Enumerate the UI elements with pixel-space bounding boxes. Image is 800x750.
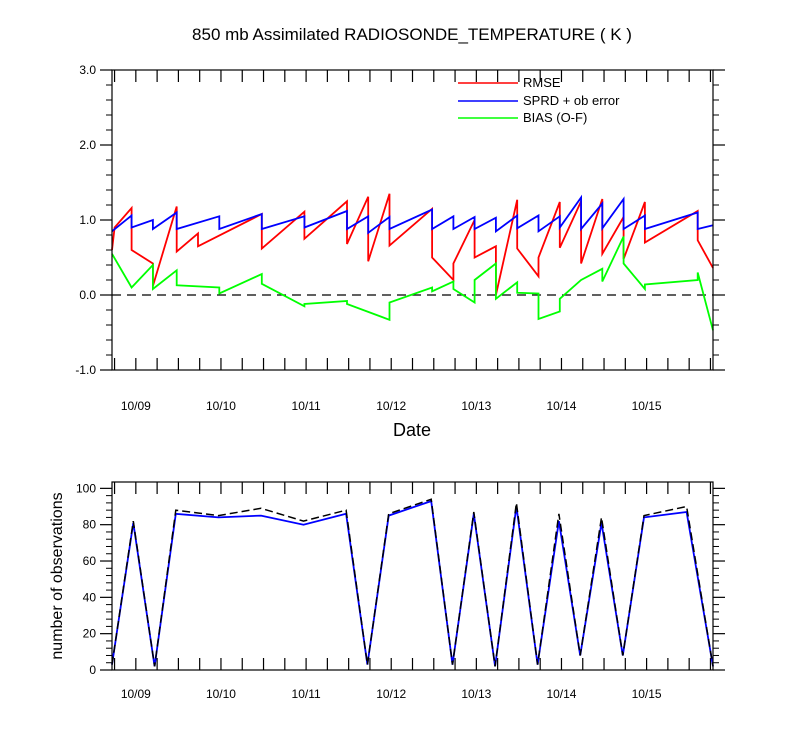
legend-label-bias: BIAS (O-F): [523, 110, 587, 125]
legend: RMSE SPRD + ob error BIAS (O-F): [458, 75, 620, 125]
top-y-tick-label: 2.0: [79, 138, 96, 152]
bottom-plot-area: 10/09 10/10 10/11 10/12 10/13 10/14 10/15 0 20 40…: [76, 481, 725, 701]
bottom-x-tick-label: 10/14: [546, 687, 576, 701]
bottom-x-tick-label: 10/12: [376, 687, 406, 701]
top-x-tick-label: 10/13: [461, 399, 491, 413]
top-x-tick-label: 10/11: [292, 399, 321, 413]
bottom-x-tick-label: 10/11: [292, 687, 321, 701]
bottom-y-tick-label: 20: [83, 627, 97, 641]
bottom-y-tick-label: 100: [76, 481, 96, 495]
bottom-y-tick-label: 40: [83, 590, 97, 604]
top-series-line-rmse: [111, 193, 714, 296]
legend-label-rmse: RMSE: [523, 75, 561, 90]
bottom-y-tick-label: 80: [83, 518, 97, 532]
bottom-series-line-possible: [111, 498, 714, 667]
top-y-tick-label: 1.0: [79, 213, 96, 227]
bottom-x-tick-label: 10/15: [632, 687, 662, 701]
top-y-tick-label: -1.0: [75, 363, 96, 377]
bottom-series-line-used: [111, 499, 714, 667]
bottom-x-tick-label: 10/10: [206, 687, 236, 701]
top-x-tick-label: 10/10: [206, 399, 236, 413]
bottom-plot-frame: [111, 481, 714, 671]
top-y-tick-label: 0.0: [79, 288, 96, 302]
top-y-tick-label: 3.0: [79, 63, 96, 77]
bottom-chart: 10/09 10/10 10/11 10/12 10/13 10/14 10/15 0 20 40…: [49, 481, 725, 701]
bottom-y-tick-label: 60: [83, 554, 97, 568]
top-plot-frame: [111, 69, 714, 371]
top-x-tick-label: 10/15: [632, 399, 662, 413]
bottom-y-tick-label: 0: [89, 663, 96, 677]
top-x-tick-label: 10/14: [546, 399, 576, 413]
bottom-x-tick-label: 10/09: [121, 687, 151, 701]
top-chart: 850 mb Assimilated RADIOSONDE_TEMPERATUR…: [75, 25, 725, 440]
bottom-x-tick-label: 10/13: [461, 687, 491, 701]
top-x-tick-label: 10/09: [121, 399, 151, 413]
legend-label-sprd: SPRD + ob error: [523, 93, 620, 108]
top-series-line-sprd-ob-error: [111, 194, 714, 235]
top-series-line-bias-o-f: [111, 236, 714, 331]
top-x-axis-label: Date: [393, 420, 431, 440]
top-chart-title: 850 mb Assimilated RADIOSONDE_TEMPERATUR…: [192, 25, 632, 44]
bottom-y-axis-label: number of observations: [49, 492, 66, 659]
top-plot-area: 10/09 10/10 10/11 10/12 10/13 10/14 10/15 -1.0 0…: [75, 63, 725, 413]
top-x-tick-label: 10/12: [376, 399, 406, 413]
